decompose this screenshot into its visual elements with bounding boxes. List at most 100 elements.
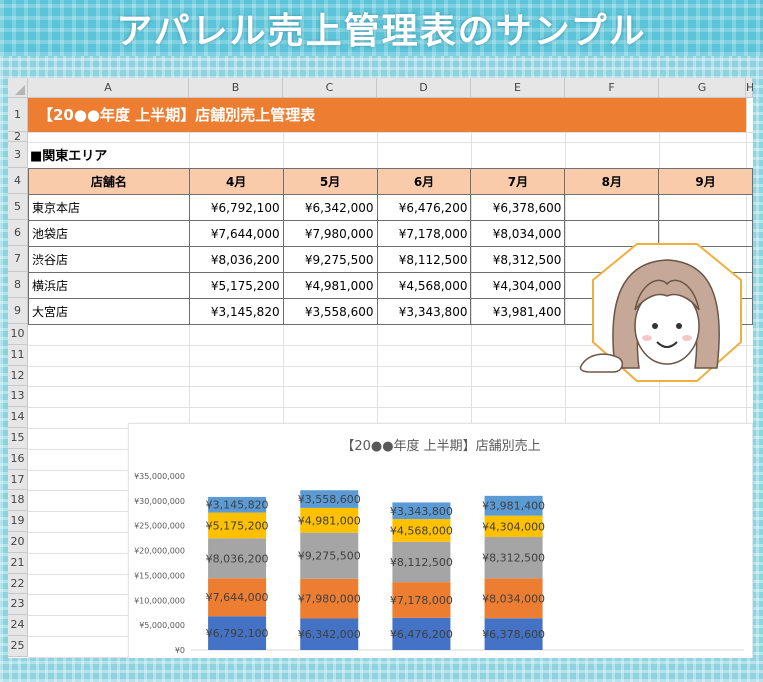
row-header-12[interactable]: 12 <box>8 365 28 387</box>
row-header-10[interactable]: 10 <box>8 324 28 345</box>
bar-segment <box>208 538 267 579</box>
stacked-bar-chart[interactable]: 【20●●年度 上半期】店舗別売上 ¥0 ¥5,000,000 ¥10,000,000… <box>128 423 753 658</box>
sales-cell[interactable]: ¥6,342,000 <box>282 194 378 221</box>
sales-cell[interactable]: ¥9,275,500 <box>282 246 378 273</box>
column-header-f[interactable]: F <box>565 78 659 98</box>
sales-cell[interactable]: ¥6,476,200 <box>376 194 472 221</box>
bar-segment <box>208 512 267 539</box>
sales-cell[interactable] <box>564 220 660 247</box>
y-tick-label: ¥35,000,000 <box>134 472 185 481</box>
section-label[interactable]: ■関東エリア <box>30 149 108 164</box>
sales-cell[interactable]: ¥5,175,200 <box>188 272 284 299</box>
header-jun[interactable]: 6月 <box>376 168 472 195</box>
bar-segment <box>300 618 359 650</box>
row-header-18[interactable]: 18 <box>8 490 28 512</box>
row-header-19[interactable]: 19 <box>8 511 28 532</box>
sales-cell[interactable]: ¥3,981,400 <box>470 298 566 325</box>
sales-cell[interactable]: ¥4,304,000 <box>470 272 566 299</box>
bar-segment <box>392 582 451 618</box>
row-header-1[interactable]: 1 <box>8 98 28 132</box>
row-header-9[interactable]: 9 <box>8 298 28 324</box>
sales-cell[interactable]: ¥6,792,100 <box>188 194 284 221</box>
gridline <box>28 386 753 388</box>
table-row: 池袋店 ¥7,644,000 ¥7,980,000 ¥7,178,000 ¥8,… <box>28 220 753 247</box>
gridline <box>28 132 753 133</box>
store-name-cell[interactable]: 横浜店 <box>28 272 190 299</box>
row-header-23[interactable]: 23 <box>8 594 28 616</box>
row-header-14[interactable]: 14 <box>8 407 28 428</box>
bar-segment <box>300 507 359 533</box>
row-header-13[interactable]: 13 <box>8 386 28 408</box>
data-label: ¥8,312,500 <box>482 552 545 565</box>
column-header-h[interactable]: H <box>746 78 753 98</box>
data-label: ¥8,112,500 <box>390 556 453 569</box>
bar-segment <box>484 515 543 538</box>
data-label: ¥3,343,800 <box>390 505 453 518</box>
sales-cell[interactable]: ¥8,036,200 <box>188 246 284 273</box>
store-name-cell[interactable]: 大宮店 <box>28 298 190 325</box>
store-name-cell[interactable]: 渋谷店 <box>28 246 190 273</box>
row-header-4[interactable]: 4 <box>8 168 28 194</box>
header-may[interactable]: 5月 <box>282 168 378 195</box>
row-header-15[interactable]: 15 <box>8 428 28 449</box>
column-header-d[interactable]: D <box>377 78 471 98</box>
column-header-a[interactable]: A <box>28 78 189 98</box>
row-header-24[interactable]: 24 <box>8 615 28 636</box>
row-header-16[interactable]: 16 <box>8 448 28 470</box>
sales-cell[interactable]: ¥7,178,000 <box>376 220 472 247</box>
row-header-7[interactable]: 7 <box>8 246 28 272</box>
row-header-22[interactable]: 22 <box>8 573 28 595</box>
sales-cell[interactable] <box>658 220 753 247</box>
data-label: ¥5,175,200 <box>206 519 269 532</box>
header-sep[interactable]: 9月 <box>658 168 753 195</box>
row-header-8[interactable]: 8 <box>8 272 28 298</box>
sheet-title[interactable]: 【20●●年度 上半期】店舗別売上管理表 <box>28 98 746 132</box>
row-header-25[interactable]: 25 <box>8 636 28 657</box>
store-name-cell[interactable]: 池袋店 <box>28 220 190 247</box>
row-header-6[interactable]: 6 <box>8 220 28 246</box>
row-header-5[interactable]: 5 <box>8 194 28 220</box>
data-label: ¥7,178,000 <box>390 594 453 607</box>
sales-cell[interactable]: ¥3,343,800 <box>376 298 472 325</box>
sales-cell[interactable]: ¥8,312,500 <box>470 246 566 273</box>
sales-cell[interactable]: ¥7,644,000 <box>188 220 284 247</box>
sales-cell[interactable]: ¥8,034,000 <box>470 220 566 247</box>
sales-cell[interactable]: ¥4,981,000 <box>282 272 378 299</box>
data-label: ¥8,036,200 <box>206 552 269 565</box>
sales-cell[interactable]: ¥3,145,820 <box>188 298 284 325</box>
header-jul[interactable]: 7月 <box>470 168 566 195</box>
store-name-cell[interactable]: 東京本店 <box>28 194 190 221</box>
bar-segment <box>300 490 359 508</box>
row-header-11[interactable]: 11 <box>8 344 28 366</box>
header-aug[interactable]: 8月 <box>564 168 660 195</box>
sales-cell[interactable]: ¥3,558,600 <box>282 298 378 325</box>
gridline <box>746 98 747 658</box>
sales-cell[interactable] <box>658 194 753 221</box>
header-store[interactable]: 店舗名 <box>28 168 190 195</box>
sales-cell[interactable]: ¥8,112,500 <box>376 246 472 273</box>
header-apr[interactable]: 4月 <box>188 168 284 195</box>
y-tick-label: ¥25,000,000 <box>134 522 185 531</box>
y-tick-label: ¥30,000,000 <box>134 497 185 506</box>
row-header-17[interactable]: 17 <box>8 469 28 491</box>
data-label: ¥6,378,600 <box>482 628 545 641</box>
row-header-20[interactable]: 20 <box>8 532 28 553</box>
sales-cell[interactable]: ¥4,568,000 <box>376 272 472 299</box>
sales-cell[interactable] <box>564 194 660 221</box>
column-header-e[interactable]: E <box>471 78 565 98</box>
row-header-3[interactable]: 3 <box>8 142 28 168</box>
data-label: ¥6,792,100 <box>206 627 269 640</box>
row-header-21[interactable]: 21 <box>8 552 28 574</box>
column-header-b[interactable]: B <box>189 78 283 98</box>
data-label: ¥6,476,200 <box>390 628 453 641</box>
data-label: ¥4,304,000 <box>482 520 545 533</box>
column-header-g[interactable]: G <box>659 78 746 98</box>
sales-cell[interactable]: ¥6,378,600 <box>470 194 566 221</box>
banner-title: アパレル売上管理表のサンプル <box>116 11 647 52</box>
bar-segment <box>392 617 451 650</box>
sales-cell[interactable]: ¥7,980,000 <box>282 220 378 247</box>
column-header-c[interactable]: C <box>283 78 377 98</box>
row-header-2[interactable]: 2 <box>8 131 28 142</box>
select-all-corner[interactable] <box>8 78 28 98</box>
